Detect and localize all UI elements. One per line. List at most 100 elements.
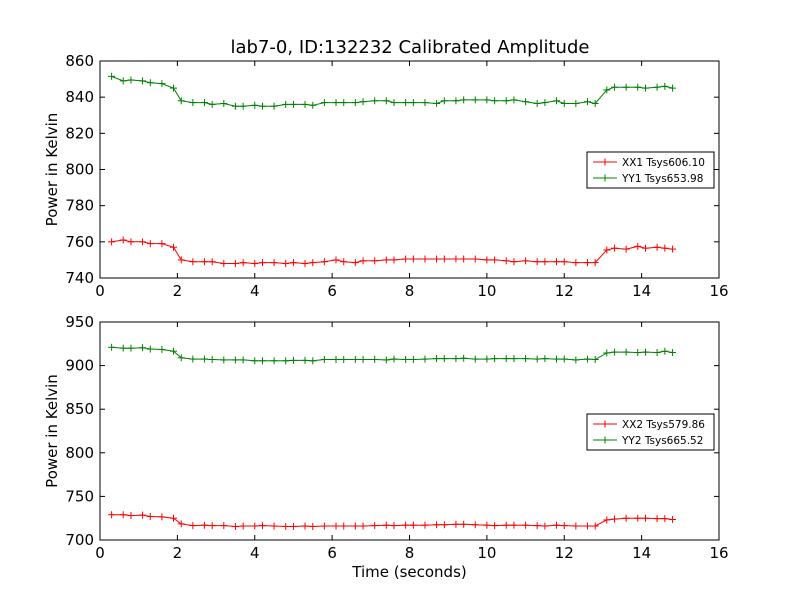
- data-point-marker: [270, 259, 278, 267]
- data-point-marker: [421, 99, 429, 107]
- legend-entry: YY2 Tsys665.52: [593, 435, 703, 447]
- data-point-marker: [351, 522, 359, 530]
- data-point-marker: [108, 511, 116, 519]
- x-tick-label: 12: [555, 282, 574, 300]
- data-point-marker: [177, 520, 185, 528]
- data-point-marker: [332, 256, 340, 264]
- legend-box: [586, 151, 715, 189]
- data-point-marker: [251, 357, 259, 365]
- data-point-marker: [622, 514, 630, 522]
- data-point-marker: [189, 355, 197, 363]
- legend-entry: YY1 Tsys653.98: [593, 173, 703, 185]
- data-point-marker: [309, 522, 317, 530]
- data-point-marker: [452, 255, 460, 263]
- data-point-marker: [146, 240, 154, 248]
- data-point-marker: [127, 238, 135, 246]
- data-point-marker: [653, 515, 661, 523]
- y-tick-label: 760: [65, 233, 94, 251]
- data-point-marker: [220, 260, 228, 268]
- data-point-marker: [289, 100, 297, 108]
- data-point-marker: [220, 522, 228, 530]
- series-1: [108, 511, 677, 530]
- data-point-marker: [440, 521, 448, 529]
- data-point-marker: [258, 102, 266, 110]
- data-point-marker: [231, 522, 239, 530]
- data-point-marker: [208, 258, 216, 266]
- data-point-marker: [390, 522, 398, 530]
- data-point-marker: [510, 521, 518, 529]
- data-point-marker: [669, 516, 677, 524]
- data-point-marker: [572, 522, 580, 530]
- data-point-marker: [440, 255, 448, 263]
- data-point-marker: [533, 99, 541, 107]
- data-point-marker: [282, 522, 290, 530]
- data-point-marker: [320, 258, 328, 266]
- data-point-marker: [522, 355, 530, 363]
- y-tick-label: 900: [65, 357, 94, 375]
- data-point-marker: [402, 99, 410, 107]
- data-point-marker: [603, 516, 611, 524]
- data-point-marker: [641, 514, 649, 522]
- legend-entry: XX1 Tsys606.10: [593, 157, 705, 169]
- data-point-marker: [522, 257, 530, 265]
- data-point-marker: [522, 521, 530, 529]
- x-tick-label: 12: [555, 544, 574, 562]
- legend-label: YY1 Tsys653.98: [621, 173, 703, 185]
- data-point-marker: [483, 256, 491, 264]
- data-point-marker: [440, 97, 448, 105]
- data-point-marker: [282, 357, 290, 365]
- data-point-marker: [669, 245, 677, 253]
- data-point-marker: [661, 347, 669, 355]
- data-point-marker: [231, 356, 239, 364]
- data-point-marker: [583, 355, 591, 363]
- data-point-marker: [177, 97, 185, 105]
- data-point-marker: [460, 255, 468, 263]
- data-point-marker: [491, 355, 499, 363]
- data-point-marker: [382, 256, 390, 264]
- data-point-marker: [270, 522, 278, 530]
- data-point-marker: [119, 77, 127, 85]
- data-point-marker: [483, 96, 491, 104]
- data-point-marker: [583, 98, 591, 106]
- data-point-marker: [351, 99, 359, 107]
- data-point-marker: [483, 521, 491, 529]
- data-point-marker: [572, 99, 580, 107]
- data-point-marker: [251, 260, 259, 268]
- data-point-marker: [390, 256, 398, 264]
- legend-entry: XX2 Tsys579.86: [593, 419, 705, 431]
- data-point-marker: [359, 98, 367, 106]
- data-point-marker: [289, 522, 297, 530]
- data-point-marker: [611, 348, 619, 356]
- data-point-marker: [553, 97, 561, 105]
- data-point-marker: [402, 355, 410, 363]
- x-tick-label: 4: [250, 544, 260, 562]
- data-point-marker: [340, 258, 348, 266]
- x-tick-label: 8: [405, 544, 415, 562]
- chart-title: lab7-0, ID:132232 Calibrated Amplitude: [231, 37, 590, 58]
- bottom-chart: 0 2 4 6 8 10 12 14 16 700 750 800 850 900 950 Power in …: [43, 313, 729, 581]
- data-point-marker: [340, 99, 348, 107]
- data-point-marker: [611, 83, 619, 91]
- x-tick-label: 6: [327, 544, 337, 562]
- data-point-marker: [108, 72, 116, 80]
- data-point-marker: [119, 511, 127, 519]
- data-point-marker: [510, 96, 518, 104]
- data-point-marker: [359, 257, 367, 265]
- data-point-marker: [622, 245, 630, 253]
- data-point-marker: [108, 343, 116, 351]
- data-point-marker: [661, 515, 669, 523]
- x-tick-label: 2: [173, 544, 183, 562]
- data-point-marker: [409, 355, 417, 363]
- data-point-marker: [669, 349, 677, 357]
- data-point-marker: [301, 522, 309, 530]
- data-point-marker: [572, 356, 580, 364]
- series-2: [108, 343, 677, 365]
- data-point-marker: [390, 355, 398, 363]
- legend: XX1 Tsys606.10 YY1 Tsys653.98: [586, 151, 715, 189]
- data-point-marker: [452, 97, 460, 105]
- data-point-marker: [146, 345, 154, 353]
- data-point-marker: [200, 355, 208, 363]
- data-point-marker: [170, 84, 178, 92]
- data-point-marker: [231, 260, 239, 268]
- data-point-marker: [471, 521, 479, 529]
